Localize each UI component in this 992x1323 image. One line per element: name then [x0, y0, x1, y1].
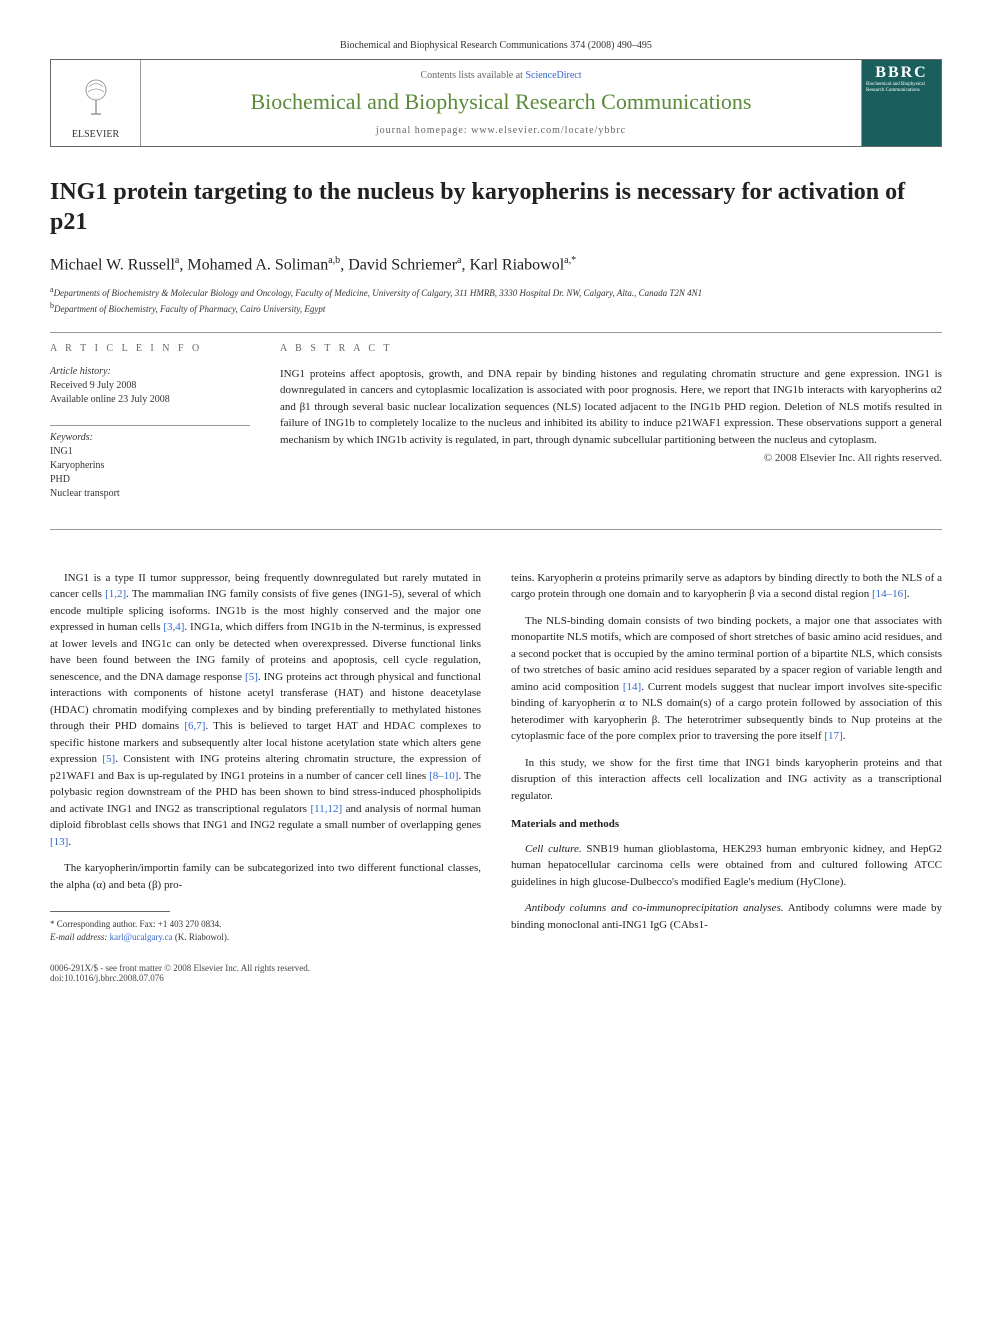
divider [50, 529, 942, 530]
methods-paragraph: Cell culture. SNB19 human glioblastoma, … [511, 841, 942, 891]
methods-runin: Cell culture. [525, 843, 582, 855]
banner-center: Contents lists available at ScienceDirec… [141, 60, 861, 146]
received-date: Received 9 July 2008 [50, 379, 250, 393]
email-footnote: E-mail address: karl@ucalgary.ca (K. Ria… [50, 931, 481, 944]
authors-list: Michael W. Russella, Mohamed A. Solimana… [50, 255, 942, 274]
footnote-divider [50, 911, 170, 912]
email-label: E-mail address: [50, 932, 107, 942]
publisher-logo-block: ELSEVIER [51, 60, 141, 146]
journal-homepage: journal homepage: www.elsevier.com/locat… [376, 125, 626, 136]
abstract-column: A B S T R A C T ING1 proteins affect apo… [280, 343, 942, 519]
corresponding-email-link[interactable]: karl@ucalgary.ca [110, 932, 173, 942]
methods-heading: Materials and methods [511, 816, 942, 833]
elsevier-tree-icon [66, 67, 126, 127]
article-info-column: A R T I C L E I N F O Article history: R… [50, 343, 250, 519]
body-left-column: ING1 is a type II tumor suppressor, bein… [50, 570, 481, 944]
info-divider [50, 425, 250, 426]
homepage-url: www.elsevier.com/locate/ybbrc [471, 125, 626, 136]
article-title: ING1 protein targeting to the nucleus by… [50, 177, 942, 237]
body-paragraph: In this study, we show for the first tim… [511, 755, 942, 805]
contents-prefix: Contents lists available at [420, 70, 525, 81]
affiliation-text: Departments of Biochemistry & Molecular … [54, 288, 703, 298]
keyword: Nuclear transport [50, 487, 250, 501]
keywords-label: Keywords: [50, 432, 250, 443]
journal-name: Biochemical and Biophysical Research Com… [251, 89, 752, 115]
body-paragraph: teins. Karyopherin α proteins primarily … [511, 570, 942, 603]
affiliation-b: bDepartment of Biochemistry, Faculty of … [50, 300, 942, 316]
sciencedirect-link[interactable]: ScienceDirect [525, 70, 581, 81]
body-paragraph: ING1 is a type II tumor suppressor, bein… [50, 570, 481, 851]
corresponding-footnote: * Corresponding author. Fax: +1 403 270 … [50, 918, 481, 931]
body-right-column: teins. Karyopherin α proteins primarily … [511, 570, 942, 944]
doi-line: doi:10.1016/j.bbrc.2008.07.076 [50, 973, 310, 983]
article-info-heading: A R T I C L E I N F O [50, 343, 250, 354]
cover-subtitle: Biochemical and Biophysical Research Com… [866, 82, 937, 93]
keyword: Karyopherins [50, 459, 250, 473]
keyword: ING1 [50, 445, 250, 459]
page-footer: 0006-291X/$ - see front matter © 2008 El… [50, 963, 942, 983]
footer-left: 0006-291X/$ - see front matter © 2008 El… [50, 963, 310, 983]
abstract-text: ING1 proteins affect apoptosis, growth, … [280, 366, 942, 449]
methods-runin: Antibody columns and co-immunoprecipitat… [525, 902, 784, 914]
body-paragraph: The karyopherin/importin family can be s… [50, 860, 481, 893]
contents-line: Contents lists available at ScienceDirec… [420, 70, 581, 81]
history-label: Article history: [50, 366, 250, 377]
abstract-copyright: © 2008 Elsevier Inc. All rights reserved… [280, 452, 942, 464]
body-paragraph: The NLS-binding domain consists of two b… [511, 613, 942, 745]
cover-abbr: BBRC [875, 64, 927, 82]
publisher-name: ELSEVIER [72, 129, 119, 140]
available-date: Available online 23 July 2008 [50, 393, 250, 407]
sciencedirect-banner: ELSEVIER Contents lists available at Sci… [50, 59, 942, 147]
keyword: PHD [50, 473, 250, 487]
homepage-prefix: journal homepage: [376, 125, 471, 136]
divider [50, 332, 942, 333]
affiliations: aDepartments of Biochemistry & Molecular… [50, 284, 942, 315]
methods-paragraph: Antibody columns and co-immunoprecipitat… [511, 900, 942, 933]
abstract-heading: A B S T R A C T [280, 343, 942, 354]
front-matter-line: 0006-291X/$ - see front matter © 2008 El… [50, 963, 310, 973]
journal-citation: Biochemical and Biophysical Research Com… [50, 40, 942, 51]
journal-cover-thumbnail: BBRC Biochemical and Biophysical Researc… [861, 60, 941, 146]
affiliation-text: Department of Biochemistry, Faculty of P… [54, 304, 325, 314]
body-two-column: ING1 is a type II tumor suppressor, bein… [50, 570, 942, 944]
email-suffix: (K. Riabowol). [173, 932, 230, 942]
affiliation-a: aDepartments of Biochemistry & Molecular… [50, 284, 942, 300]
